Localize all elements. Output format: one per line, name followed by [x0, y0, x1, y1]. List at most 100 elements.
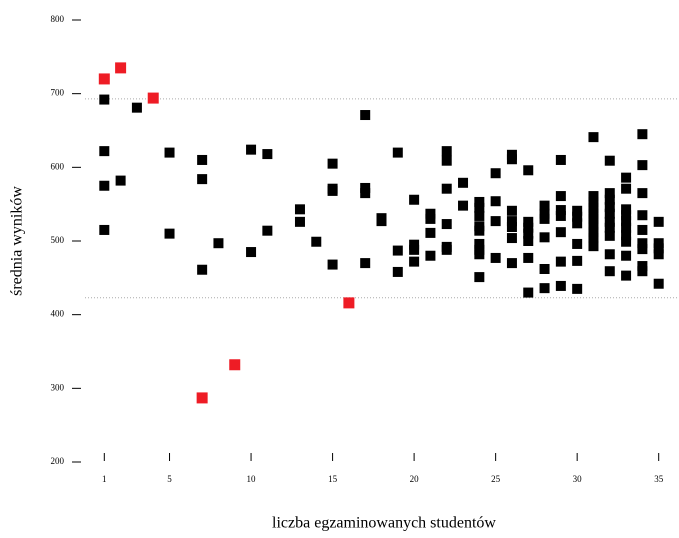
point — [637, 129, 648, 140]
point — [474, 238, 485, 249]
point — [425, 213, 436, 224]
point — [441, 146, 452, 157]
point — [637, 210, 648, 221]
point — [653, 238, 664, 249]
point — [555, 210, 566, 221]
point — [115, 62, 127, 74]
point — [604, 155, 615, 166]
point — [621, 210, 632, 221]
point — [523, 236, 534, 246]
point — [441, 219, 452, 230]
point — [99, 224, 110, 235]
point — [637, 160, 648, 171]
y-tick-label: 400 — [51, 309, 65, 319]
point — [246, 247, 257, 258]
point — [572, 205, 583, 216]
point — [490, 196, 501, 207]
point — [360, 110, 371, 121]
point — [523, 216, 534, 227]
point — [588, 132, 599, 143]
point — [572, 283, 583, 294]
point — [360, 258, 371, 269]
point — [555, 227, 566, 238]
point — [523, 287, 534, 298]
point — [506, 216, 517, 227]
point — [262, 149, 273, 160]
point — [621, 230, 632, 241]
point — [327, 185, 338, 196]
point — [572, 238, 583, 249]
point — [474, 272, 485, 283]
point — [164, 147, 175, 158]
point — [539, 263, 550, 274]
point — [294, 204, 305, 215]
point — [604, 222, 615, 233]
point — [621, 204, 632, 215]
y-tick-label: 200 — [51, 456, 65, 466]
point — [506, 205, 517, 216]
point — [441, 155, 452, 166]
point — [197, 264, 208, 275]
point — [621, 222, 632, 233]
point — [523, 165, 534, 176]
point — [506, 222, 517, 233]
point — [376, 216, 387, 227]
point — [588, 227, 599, 238]
point — [588, 208, 599, 219]
point — [653, 249, 664, 260]
point — [360, 182, 371, 193]
point — [409, 256, 420, 267]
point — [246, 144, 257, 155]
point — [572, 218, 583, 229]
point — [637, 261, 648, 272]
point — [425, 250, 436, 261]
point — [653, 243, 664, 254]
point — [458, 177, 469, 188]
point — [539, 283, 550, 294]
point — [441, 183, 452, 194]
point — [588, 196, 599, 207]
point — [474, 210, 485, 221]
point — [294, 216, 305, 227]
point — [555, 154, 566, 165]
point — [588, 219, 599, 230]
point — [637, 266, 648, 277]
point — [604, 230, 615, 241]
point — [474, 225, 485, 236]
point — [392, 147, 403, 158]
point — [637, 238, 648, 249]
point — [604, 202, 615, 213]
point — [555, 205, 566, 216]
x-tick-label: 20 — [410, 474, 420, 484]
point — [555, 256, 566, 267]
point — [490, 252, 501, 263]
point — [588, 202, 599, 213]
point — [572, 211, 583, 222]
point — [197, 174, 208, 185]
point — [229, 359, 241, 371]
point — [360, 188, 371, 199]
x-tick-label: 25 — [491, 474, 501, 484]
point — [572, 255, 583, 266]
point — [262, 225, 273, 236]
point — [441, 244, 452, 255]
point — [621, 250, 632, 261]
point — [327, 259, 338, 270]
point — [99, 180, 110, 191]
point — [555, 280, 566, 291]
point — [523, 228, 534, 239]
point — [98, 73, 110, 85]
point — [637, 188, 648, 199]
point — [474, 249, 485, 260]
x-tick-label: 15 — [328, 474, 338, 484]
point — [523, 222, 534, 233]
point — [539, 208, 550, 219]
point — [409, 239, 420, 250]
point — [621, 216, 632, 227]
point — [637, 224, 648, 235]
point — [604, 216, 615, 227]
point — [115, 175, 126, 186]
point — [409, 194, 420, 205]
x-axis-label: liczba egzaminowanych studentów — [272, 515, 496, 532]
